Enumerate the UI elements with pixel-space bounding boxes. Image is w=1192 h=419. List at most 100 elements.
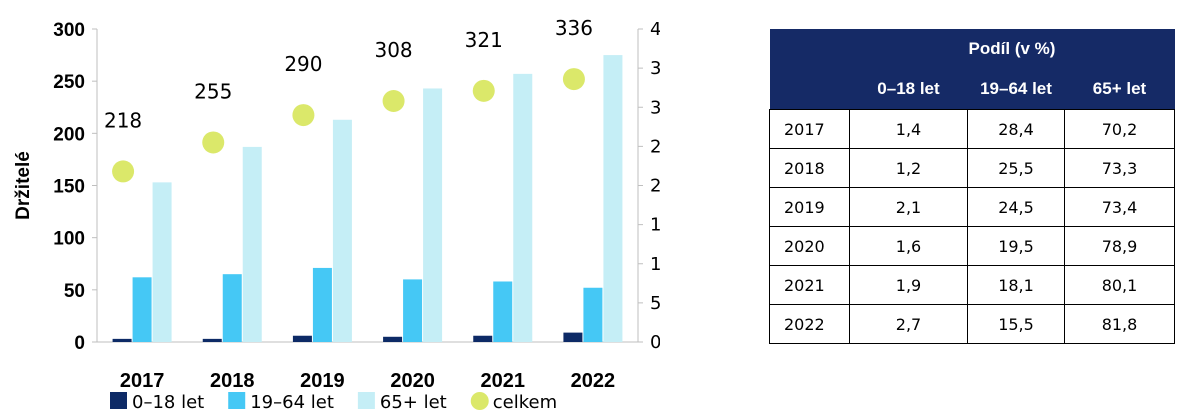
y-tick-label-right: 150: [650, 215, 660, 236]
y-tick-label-right: 200: [650, 176, 660, 197]
bar: [383, 336, 403, 342]
table-corner-lower: [769, 69, 850, 110]
y-axis-title-left: Držitelé: [13, 151, 34, 220]
bar: [312, 267, 332, 342]
total-data-label: 321: [465, 28, 503, 52]
x-tick-label: 2017: [120, 370, 165, 392]
total-data-label: 336: [555, 16, 593, 40]
x-tick-label: 2021: [481, 370, 526, 392]
table-column-header-row: 0–18 let 19–64 let 65+ let: [769, 69, 1175, 110]
bar: [513, 73, 533, 342]
bar: [563, 332, 583, 342]
table-cell: 28,4: [967, 109, 1065, 149]
bar: [152, 182, 172, 342]
bar: [132, 277, 152, 342]
total-data-label: 218: [104, 108, 142, 132]
x-tick-label: 2019: [300, 370, 345, 392]
bar: [603, 55, 623, 342]
table-row-year: 2020: [769, 226, 850, 266]
y-tick-label-left: 250: [53, 72, 85, 93]
legend-marker: [470, 392, 489, 410]
data-labels: 218 255 290 308 321 336: [104, 16, 593, 132]
table-row: 2022 2,7 15,5 81,8: [769, 304, 1175, 344]
table-group-header-row: Podíl (v %): [769, 29, 1175, 69]
y-tick-label-right: 350: [650, 58, 660, 79]
total-point: [112, 160, 135, 183]
y-tick-label-right: 300: [650, 97, 660, 118]
total-data-label: 308: [374, 38, 412, 62]
table-cell: 78,9: [1064, 226, 1175, 266]
y-tick-label-right: 0: [650, 332, 660, 353]
y-tick-label-left: 200: [53, 124, 85, 145]
total-point: [292, 104, 315, 127]
table-row: 2018 1,2 25,5 73,3: [769, 148, 1175, 188]
table-row-year: 2022: [769, 304, 850, 344]
table-row: 2021 1,9 18,1 80,1: [769, 265, 1175, 305]
table-cell: 24,5: [967, 187, 1065, 227]
y-tick-label-right: 100: [650, 254, 660, 275]
bar: [473, 335, 493, 342]
table-row-year: 2019: [769, 187, 850, 227]
legend-label: 0–18 let: [132, 392, 204, 413]
table-row: 2020 1,6 19,5 78,9: [769, 226, 1175, 266]
bar: [222, 274, 242, 342]
bar: [403, 279, 423, 342]
table-cell: 1,6: [849, 226, 968, 266]
legend-label: 19–64 let: [250, 392, 334, 413]
table-row-year: 2017: [769, 109, 850, 149]
table-cell: 15,5: [967, 304, 1065, 344]
share-table: Podíl (v %) 0–18 let 19–64 let 65+ let 2…: [769, 29, 1175, 344]
legend: 0–18 let 19–64 let 65+ let celkem: [110, 392, 557, 413]
table-cell: 25,5: [967, 148, 1065, 188]
total-data-label: 255: [194, 79, 232, 103]
bar: [242, 146, 262, 342]
total-data-label: 290: [284, 52, 322, 76]
y-tick-label-right: 50: [650, 293, 660, 314]
column-header-65plus: 65+ let: [1064, 69, 1175, 110]
table-cell: 70,2: [1064, 109, 1175, 149]
total-point: [202, 131, 225, 154]
bar: [112, 338, 132, 342]
y-tick-label-right: 400: [650, 19, 660, 40]
y-tick-label-right: 250: [650, 136, 660, 157]
bars: [112, 55, 623, 343]
bar: [332, 119, 352, 343]
table-cell: 73,4: [1064, 187, 1175, 227]
table-cell: 18,1: [967, 265, 1065, 305]
table-group-header: Podíl (v %): [849, 29, 1175, 69]
bar: [493, 281, 513, 342]
y-tick-label-left: 100: [53, 229, 85, 250]
table-cell: 1,2: [849, 148, 968, 188]
age-group-chart: 0 50 100 150 200 250 300 0 50 100 150 200 250 300 350 4…: [13, 16, 660, 413]
total-points: [112, 68, 585, 183]
table-cell: 80,1: [1064, 265, 1175, 305]
table-cell: 19,5: [967, 226, 1065, 266]
x-tick-label: 2022: [571, 370, 616, 392]
x-tick-label: 2018: [210, 370, 255, 392]
bar: [583, 287, 603, 342]
table-cell: 2,1: [849, 187, 968, 227]
bar: [292, 335, 312, 342]
total-point: [472, 79, 495, 102]
legend-swatch: [228, 392, 246, 409]
table-cell: 81,8: [1064, 304, 1175, 344]
legend-swatch: [110, 392, 127, 409]
table-row: 2017 1,4 28,4 70,2: [769, 109, 1175, 149]
legend-label: 65+ let: [380, 392, 447, 413]
legend-label: celkem: [493, 392, 557, 413]
y-tick-label-left: 150: [53, 177, 85, 198]
table-corner: [769, 29, 850, 69]
bar: [202, 338, 222, 342]
x-tick-label: 2020: [390, 370, 435, 392]
total-point: [382, 89, 405, 112]
column-header-19-64: 19–64 let: [967, 69, 1065, 110]
y-tick-label-left: 50: [64, 281, 85, 302]
column-header-0-18: 0–18 let: [849, 69, 968, 110]
table-cell: 1,9: [849, 265, 968, 305]
axes: 0 50 100 150 200 250 300 0 50 100 150 200 250 300 350 4…: [13, 19, 660, 392]
table-row-year: 2021: [769, 265, 850, 305]
table-cell: 1,4: [849, 109, 968, 149]
table-row-year: 2018: [769, 148, 850, 188]
bar: [423, 88, 443, 342]
total-point: [562, 68, 585, 91]
